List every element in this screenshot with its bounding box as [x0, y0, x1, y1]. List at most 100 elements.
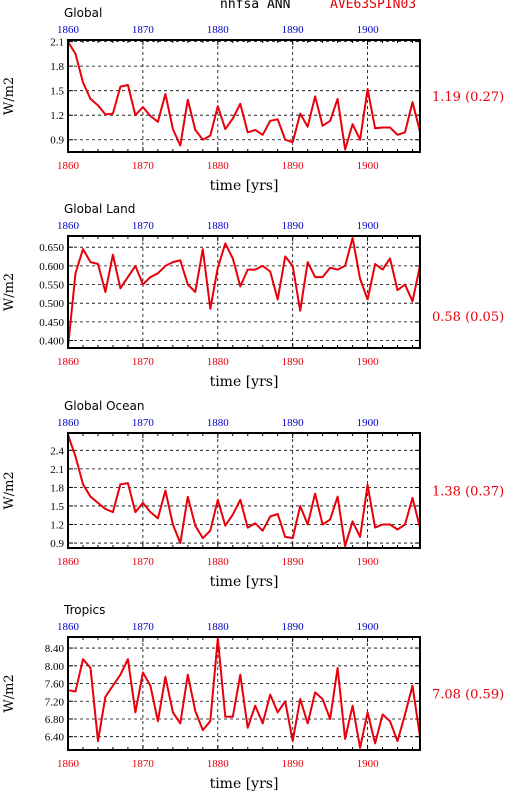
data-point — [112, 113, 114, 115]
x-tick-label: 1890 — [282, 356, 305, 368]
data-point — [149, 511, 151, 513]
data-point — [299, 505, 301, 507]
series-line — [67, 41, 421, 151]
data-point — [194, 291, 196, 293]
y-tick-label: 0.9 — [50, 135, 64, 147]
data-point — [262, 530, 264, 532]
data-point — [179, 259, 181, 261]
x-tick-label: 1870 — [132, 556, 155, 568]
data-point — [382, 126, 384, 129]
data-point — [322, 125, 324, 127]
data-point — [411, 101, 414, 103]
data-point — [314, 95, 316, 97]
data-point — [74, 455, 77, 458]
data-point — [382, 713, 384, 716]
data-point — [254, 269, 256, 271]
data-point — [367, 88, 369, 90]
data-point — [97, 502, 99, 504]
data-point — [396, 134, 399, 136]
data-point — [89, 261, 92, 263]
panel-global-ocean: Global Ocean 1860 1860 1870 1870 1880 1880 1890… — [2, 399, 504, 590]
data-point — [292, 265, 294, 267]
data-point — [389, 257, 391, 259]
data-point — [232, 514, 234, 516]
data-point — [352, 123, 354, 125]
y-axis-label: W/m2 — [2, 273, 17, 311]
data-point — [82, 81, 84, 84]
data-point — [112, 685, 114, 687]
x-tick-label: 1900 — [357, 160, 380, 172]
data-point — [119, 483, 121, 485]
y-axis-label: W/m2 — [2, 674, 17, 712]
data-point — [224, 242, 226, 245]
x-tick-label: 1860 — [57, 160, 80, 172]
y-tick-label: 0.550 — [39, 280, 64, 292]
y-tick-label: 0.450 — [39, 317, 64, 329]
x-tick-label-top: 1860 — [57, 621, 80, 633]
data-point — [374, 263, 376, 265]
data-point — [367, 711, 369, 713]
y-tick-label: 0.650 — [39, 242, 64, 254]
data-point — [247, 527, 249, 529]
data-point — [172, 128, 174, 130]
data-point — [359, 747, 361, 749]
y-tick-label: 1.5 — [50, 86, 64, 98]
mean-stddev-label: 1.19 (0.27) — [432, 90, 504, 105]
x-tick-label-top: 1890 — [282, 220, 305, 232]
data-point — [157, 121, 159, 123]
data-point — [164, 93, 166, 95]
data-point — [359, 278, 361, 280]
panel-tropics: Tropics 1860 1860 1870 1870 1880 1880 1890 1890 1… — [2, 603, 504, 792]
data-point — [172, 261, 174, 263]
data-point — [404, 131, 406, 133]
data-point — [142, 502, 144, 504]
data-point — [164, 676, 166, 678]
data-point — [396, 740, 399, 742]
data-point — [247, 269, 249, 271]
data-point — [142, 671, 144, 674]
data-point — [254, 522, 256, 524]
data-point — [374, 127, 376, 129]
series-line — [67, 434, 421, 548]
data-point — [127, 276, 129, 278]
data-point — [247, 727, 249, 729]
data-point — [119, 287, 121, 289]
data-point — [119, 86, 121, 88]
data-point — [247, 131, 249, 133]
data-point — [224, 128, 226, 130]
data-point — [254, 129, 256, 131]
data-point — [262, 265, 264, 267]
data-point — [404, 713, 406, 716]
data-point — [322, 523, 324, 526]
data-point — [179, 722, 181, 725]
y-tick-label: 1.8 — [50, 482, 64, 494]
data-point — [202, 139, 204, 141]
data-point — [239, 674, 241, 676]
data-point — [112, 511, 114, 513]
data-point — [74, 690, 77, 693]
data-point — [97, 104, 99, 106]
data-point — [314, 493, 316, 495]
data-point — [337, 667, 339, 669]
data-point — [344, 148, 346, 151]
data-point — [127, 482, 129, 484]
data-point — [284, 139, 286, 141]
data-point — [194, 525, 196, 527]
x-tick-label: 1880 — [207, 160, 230, 172]
data-point — [157, 272, 159, 274]
data-point — [374, 527, 376, 529]
plot-frame — [67, 235, 421, 349]
data-point — [411, 685, 414, 687]
data-point — [337, 496, 339, 498]
data-point — [194, 129, 196, 131]
panel-title: Global — [64, 6, 102, 20]
x-tick-label-top: 1860 — [57, 417, 80, 429]
y-tick-label: 6.40 — [45, 732, 65, 744]
panel-title: Global Ocean — [64, 399, 144, 413]
data-point — [352, 237, 354, 239]
x-tick-label: 1890 — [282, 160, 305, 172]
data-point — [149, 685, 151, 687]
data-point — [232, 716, 234, 718]
